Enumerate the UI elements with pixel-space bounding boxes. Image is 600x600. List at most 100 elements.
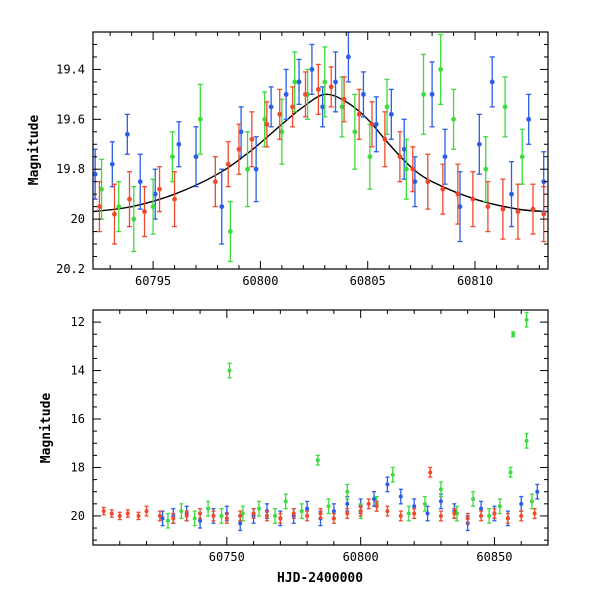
top-data-point xyxy=(111,183,117,245)
marker xyxy=(535,489,540,494)
marker xyxy=(345,501,350,506)
marker xyxy=(489,79,495,85)
top-data-point xyxy=(219,168,225,245)
marker xyxy=(465,516,470,521)
top-data-point xyxy=(249,111,255,168)
top-data-point xyxy=(429,61,435,128)
marker xyxy=(193,154,199,160)
bottom-data-point xyxy=(345,508,350,520)
bottom-data-point xyxy=(227,362,232,379)
top-y-axis-label: Magnitude xyxy=(27,115,42,186)
bottom-data-point xyxy=(508,466,513,478)
marker xyxy=(388,111,394,117)
top-x-tick-label: 60800 xyxy=(242,274,278,288)
marker xyxy=(176,141,182,147)
bottom-data-point xyxy=(406,505,411,522)
top-y-tick-label: 20 xyxy=(71,212,85,226)
bottom-data-point xyxy=(157,510,162,522)
marker xyxy=(470,196,476,202)
marker xyxy=(315,458,320,463)
top-y-tick-label: 19.6 xyxy=(56,112,85,126)
marker xyxy=(249,136,255,142)
top-data-point xyxy=(360,71,366,118)
marker xyxy=(457,204,463,210)
marker xyxy=(219,513,224,518)
marker xyxy=(238,513,243,518)
bottom-data-point xyxy=(251,508,256,520)
bottom-data-point xyxy=(224,512,229,524)
marker xyxy=(373,121,379,127)
marker xyxy=(136,513,141,518)
top-data-point xyxy=(470,171,476,228)
marker xyxy=(198,511,203,516)
marker xyxy=(144,509,149,514)
top-data-point xyxy=(292,51,298,113)
marker xyxy=(356,111,362,117)
marker xyxy=(264,513,269,518)
marker xyxy=(142,209,147,215)
marker xyxy=(422,501,427,506)
top-data-point xyxy=(176,121,182,168)
top-data-point xyxy=(388,88,394,140)
marker xyxy=(382,136,388,142)
top-axis-ticks: 60795 60800 60805 60810 19.4 19.6 19.8 20 20.2 xyxy=(56,31,548,288)
marker xyxy=(367,154,373,160)
bottom-data-point xyxy=(505,512,510,524)
bottom-data-point xyxy=(305,510,310,522)
marker xyxy=(385,482,390,487)
bottom-data-point xyxy=(532,508,537,520)
marker xyxy=(530,206,536,212)
top-data-point xyxy=(268,86,274,128)
top-x-tick-label: 60810 xyxy=(457,274,493,288)
top-data-point xyxy=(264,101,270,148)
bottom-data-point xyxy=(192,510,197,527)
top-data-point xyxy=(476,113,482,175)
marker xyxy=(277,111,283,117)
marker xyxy=(198,518,203,523)
bottom-panel: 60750 60800 60850 12 14 16 18 20 Magnitude HJD-… xyxy=(39,309,549,586)
marker xyxy=(497,504,502,509)
marker xyxy=(93,171,98,177)
marker xyxy=(479,513,484,518)
marker xyxy=(160,516,165,521)
bottom-data-point xyxy=(206,500,211,517)
marker xyxy=(192,516,197,521)
marker xyxy=(366,501,371,506)
bottom-data-point xyxy=(358,505,363,517)
top-data-point xyxy=(425,153,431,210)
marker xyxy=(290,104,295,110)
marker xyxy=(369,121,375,127)
bottom-x-tick-label: 60800 xyxy=(343,550,379,564)
marker xyxy=(398,513,403,518)
bottom-data-point xyxy=(519,510,524,522)
marker xyxy=(440,186,446,192)
bottom-data-point xyxy=(398,488,403,505)
bottom-data-point xyxy=(425,505,430,522)
marker xyxy=(296,79,302,85)
marker xyxy=(303,91,308,97)
marker xyxy=(328,84,334,90)
marker xyxy=(268,104,274,110)
marker xyxy=(483,166,489,172)
top-data-point xyxy=(142,186,148,238)
marker xyxy=(341,96,347,102)
marker xyxy=(442,154,448,160)
marker xyxy=(397,154,403,160)
marker xyxy=(519,501,524,506)
top-data-point xyxy=(302,71,308,118)
marker xyxy=(502,104,508,110)
top-data-point xyxy=(502,76,508,138)
marker xyxy=(320,104,326,110)
marker xyxy=(97,204,102,210)
marker xyxy=(438,513,443,518)
marker xyxy=(245,166,250,172)
marker xyxy=(206,506,211,511)
marker xyxy=(273,513,277,518)
bottom-plot-frame xyxy=(92,309,549,546)
marker xyxy=(471,496,476,501)
marker xyxy=(403,166,409,172)
marker xyxy=(438,499,443,504)
marker xyxy=(401,146,407,152)
bottom-axis-ticks: 60750 60800 60850 12 14 16 18 20 xyxy=(71,309,549,564)
